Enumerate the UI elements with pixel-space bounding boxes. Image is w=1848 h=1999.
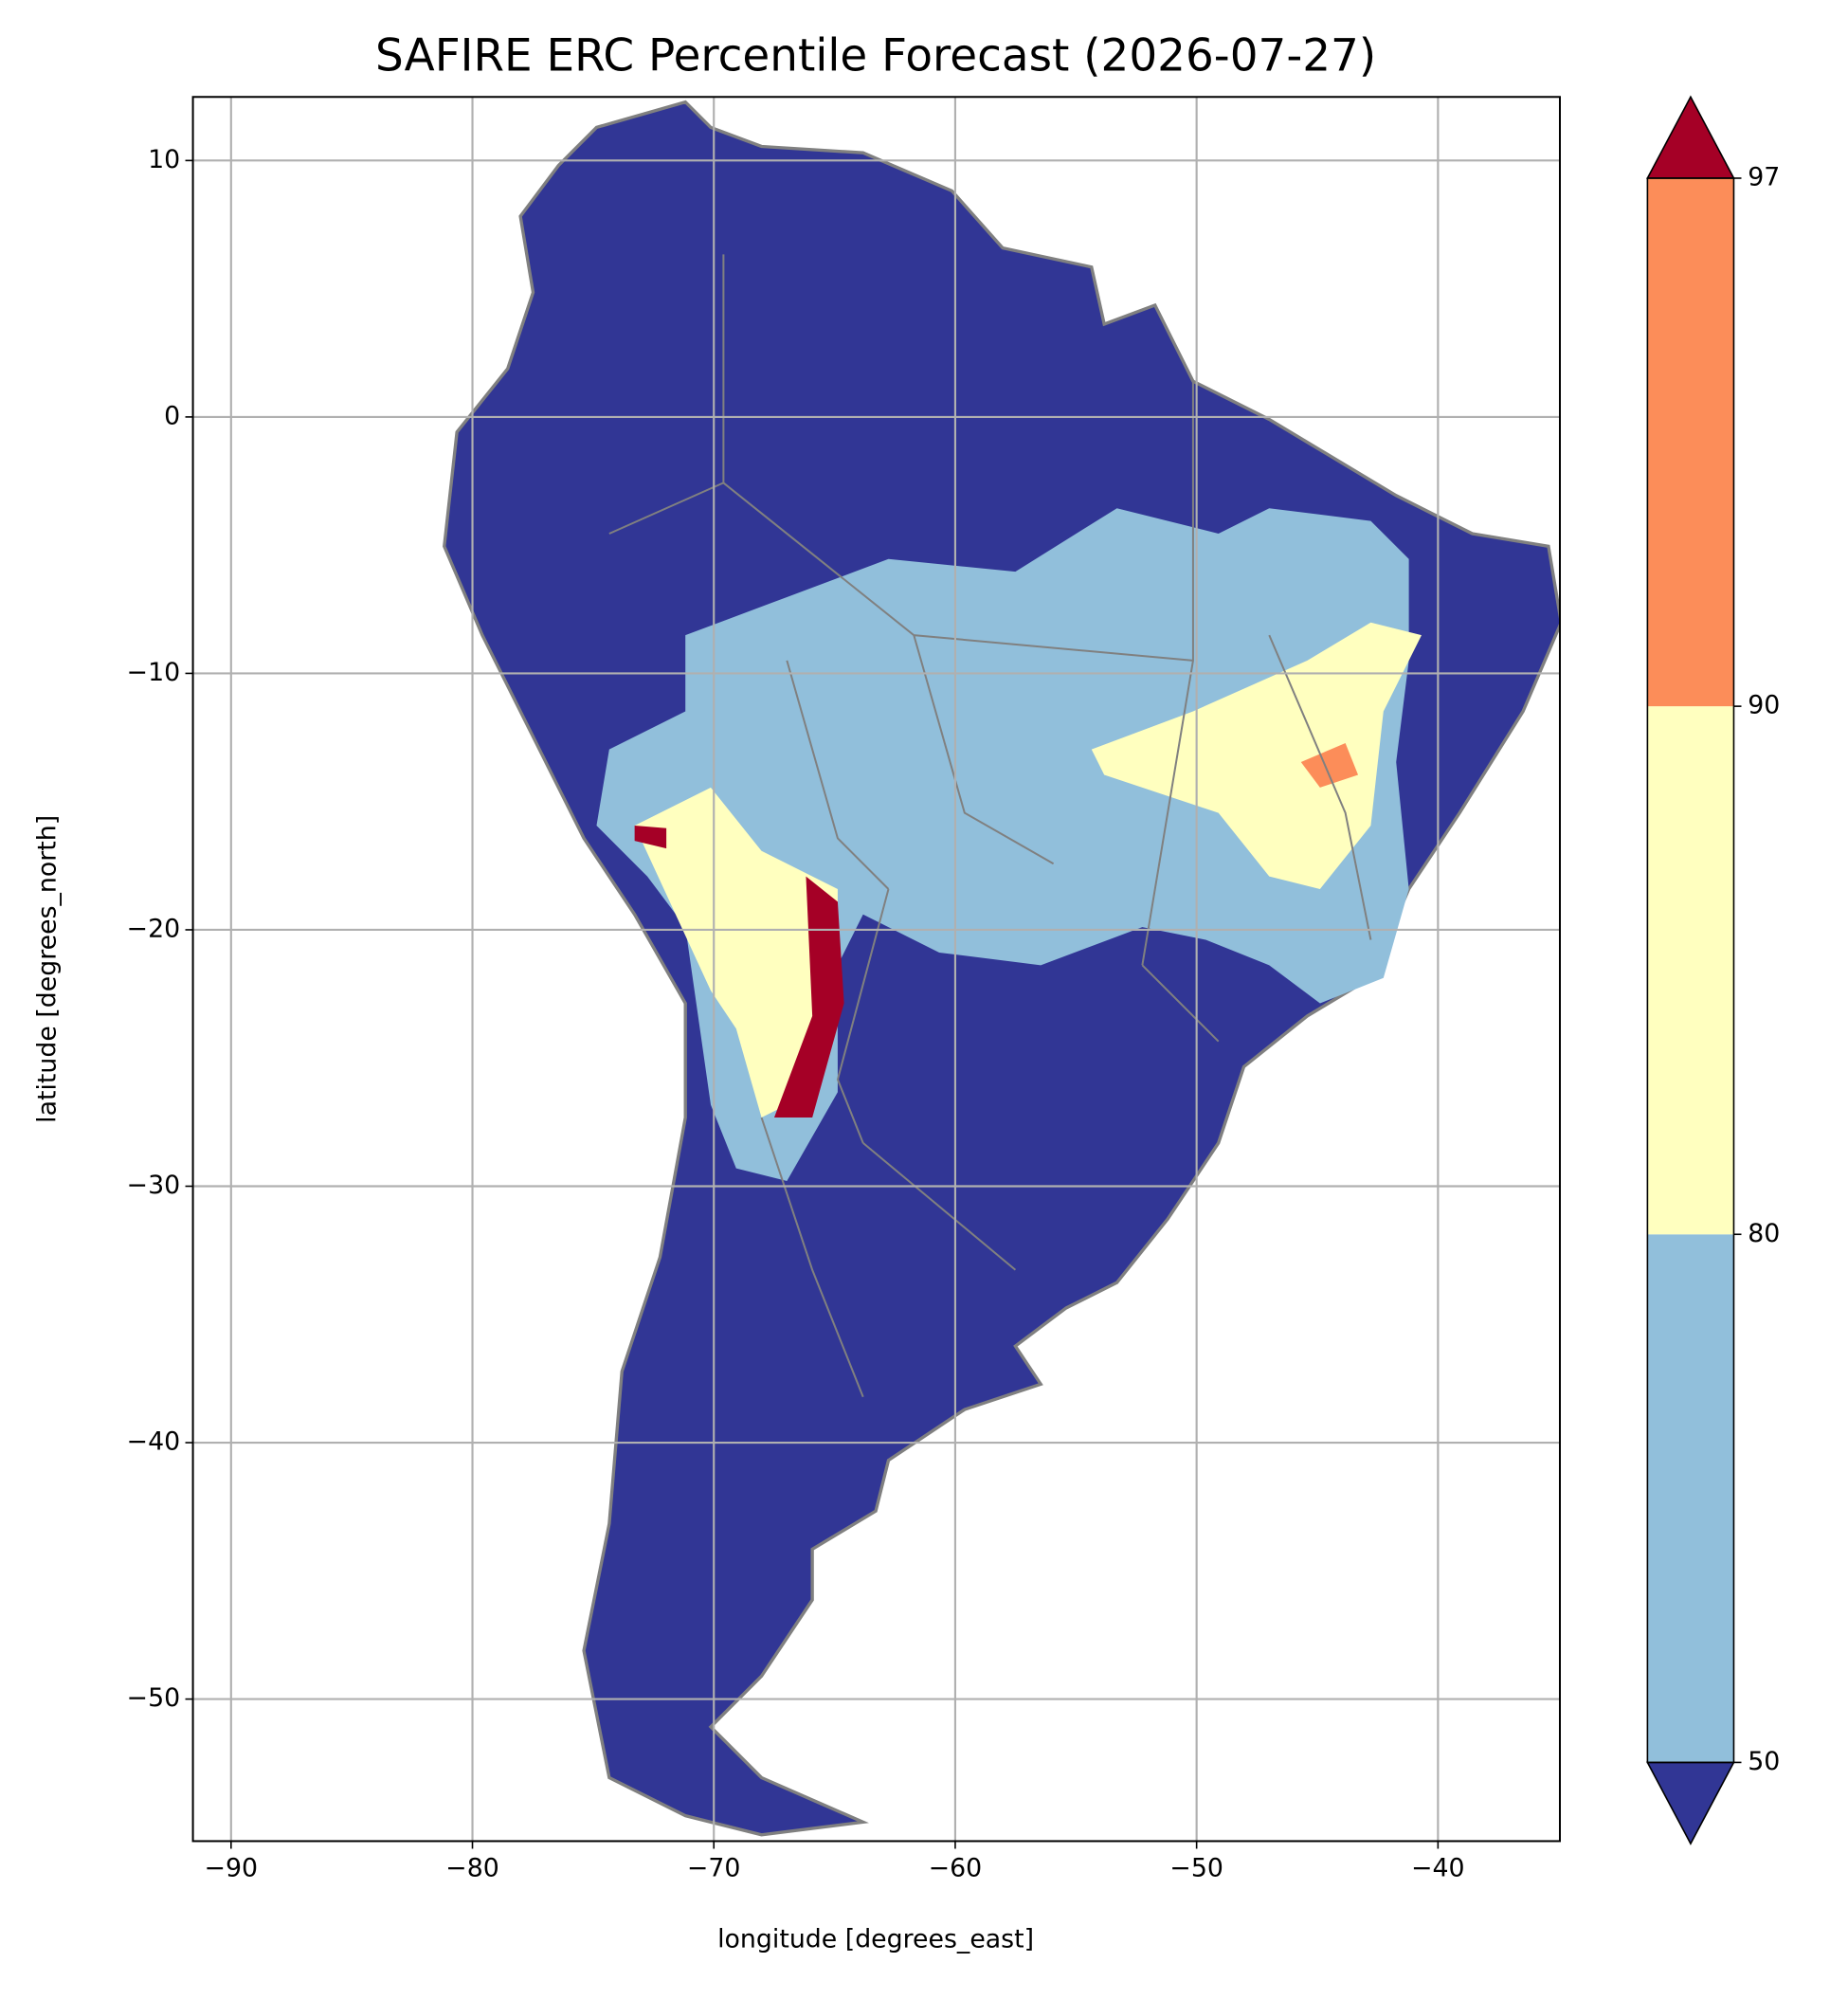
colorbar-segment (1647, 706, 1734, 1235)
colorbar-segment (1647, 1234, 1734, 1763)
y-axis-label: latitude [degrees_north] (32, 815, 62, 1123)
borders (608, 254, 1372, 1398)
y-tick-label: −50 (127, 1683, 181, 1713)
y-tick-label: −20 (127, 914, 181, 943)
region-90-97 (1300, 742, 1359, 788)
plot-frame (191, 96, 1561, 1843)
x-axis-label: longitude [degrees_east] (717, 1924, 1034, 1954)
colorbar-tick-label: 90 (1748, 691, 1780, 720)
colorbar-extend-high (1646, 95, 1735, 179)
y-tick-label: −10 (127, 658, 181, 687)
x-tick-label: −80 (445, 1853, 499, 1882)
y-tick-label: −30 (127, 1171, 181, 1200)
map (443, 100, 1560, 1837)
colorbar-frame (1646, 177, 1735, 1764)
colorbar-tick-label: 80 (1748, 1219, 1780, 1248)
colorbar-segment (1647, 177, 1734, 707)
x-tick-label: −50 (1169, 1853, 1223, 1882)
y-tick-label: 0 (164, 401, 180, 430)
colorbar-tick-label: 97 (1748, 162, 1780, 191)
region-80-90 (634, 787, 838, 1118)
y-tick-label: −40 (127, 1427, 181, 1457)
x-tick-label: −60 (929, 1853, 982, 1882)
colorbar-tick-label: 50 (1748, 1747, 1780, 1776)
chart-title: SAFIRE ERC Percentile Forecast (2026-07-… (375, 30, 1376, 82)
x-tick-label: −70 (687, 1853, 740, 1882)
continent (443, 100, 1560, 1837)
x-tick-label: −90 (205, 1853, 259, 1882)
colorbar-extend-low (1646, 1761, 1735, 1845)
y-tick-label: 10 (148, 145, 180, 174)
region-80-90 (1091, 622, 1422, 889)
x-tick-label: −40 (1411, 1853, 1464, 1882)
